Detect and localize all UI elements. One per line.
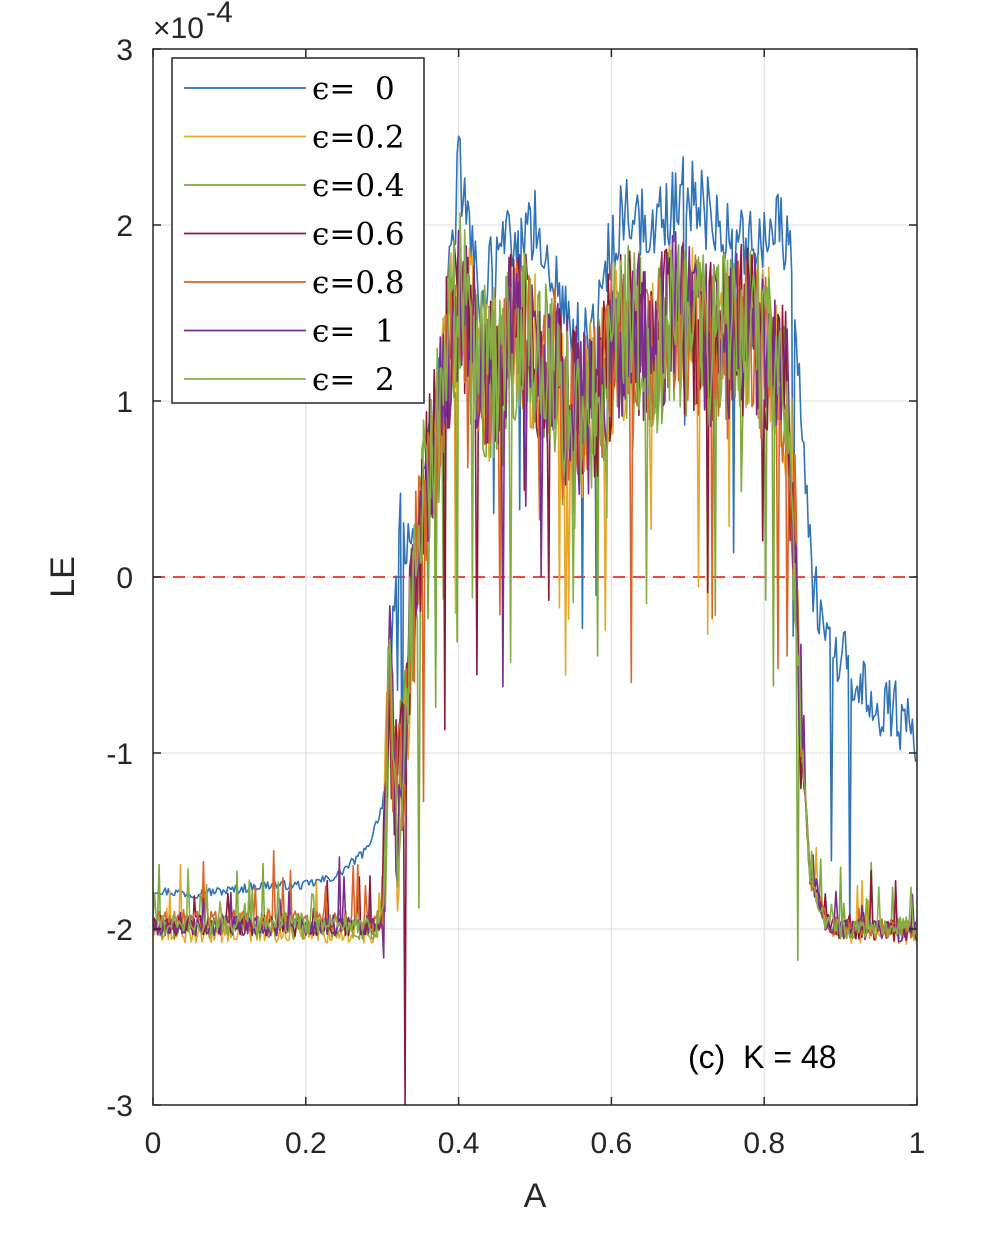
legend-label: ϵ=0.6 [312,217,405,253]
legend-label: ϵ= 1 [312,314,395,350]
y-multiplier-exponent: -4 [206,0,233,29]
x-tick-label: 0.8 [743,1127,785,1160]
x-tick-label: 0 [145,1127,162,1160]
y-tick-label: -2 [106,914,133,947]
y-tick-label: -1 [106,738,133,771]
series-line-0 [152,135,918,924]
x-axis-title: A [524,1177,547,1215]
y-tick-label: 1 [116,386,133,419]
panel-annotation: (c) K = 48 [688,1039,837,1075]
legend-label: ϵ= 0 [312,71,395,107]
y-axis-title: LE [44,556,82,598]
legend: ϵ= 0 ϵ=0.2 ϵ=0.4 ϵ=0.6 ϵ=0.8 ϵ= 1 ϵ= 2 [171,57,425,404]
y-tick-label: 2 [116,210,133,243]
legend-label: ϵ=0.4 [312,168,405,204]
x-tick-label: 1 [909,1127,926,1160]
axis-ticks: 0 0.2 0.4 0.6 0.8 1 -3 -2 -1 0 1 2 3 [106,34,925,1160]
y-multiplier-base: ×10 [153,12,204,45]
data-series [152,135,918,1106]
legend-label: ϵ=0.8 [312,265,405,301]
y-tick-label: -3 [106,1090,133,1123]
y-tick-label: 3 [116,34,133,67]
x-tick-label: 0.4 [438,1127,480,1160]
x-tick-label: 0.6 [591,1127,633,1160]
series-line-6 [152,212,918,940]
legend-box [171,57,425,404]
x-tick-label: 0.2 [285,1127,327,1160]
legend-label: ϵ=0.2 [312,120,405,156]
y-tick-label: 0 [116,562,133,595]
legend-label: ϵ= 2 [312,362,395,398]
